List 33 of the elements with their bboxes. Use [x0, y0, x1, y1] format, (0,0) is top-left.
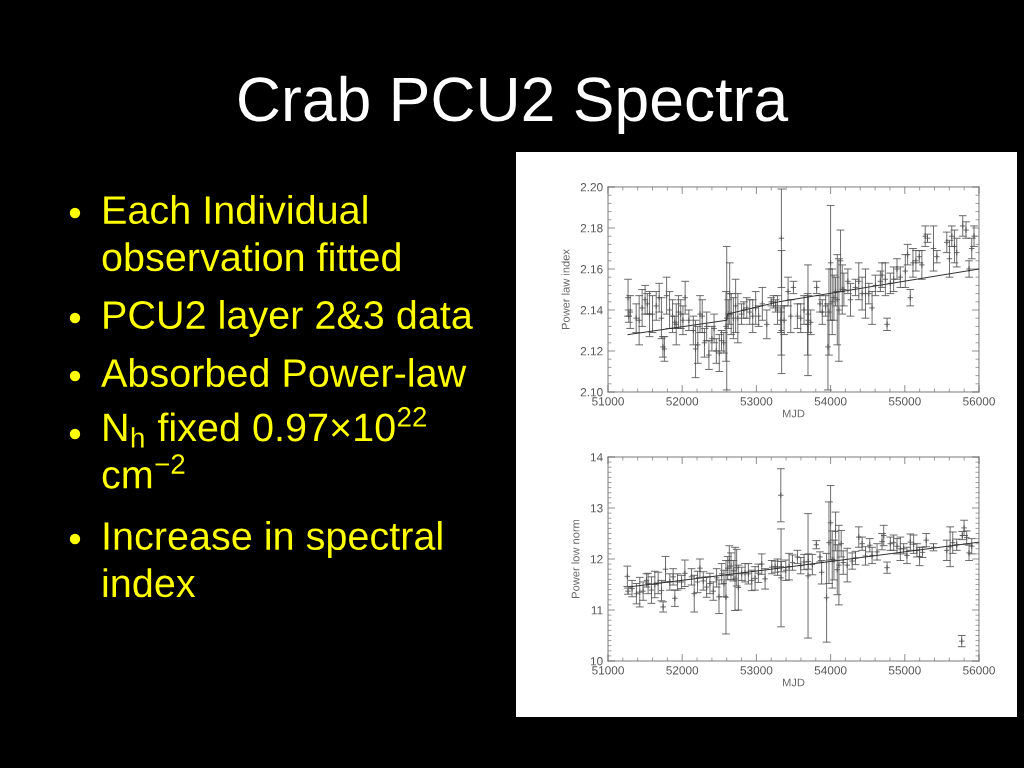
x-tick-label: 54000 — [814, 666, 847, 675]
x-tick-label: 51000 — [592, 666, 624, 675]
text: N$_{h}$ fixed 0.97×10$^{22}$ cm$^{−2}$ — [102, 407, 426, 489]
y-tick-label: 11 — [591, 606, 603, 615]
y-axis-title: Power low norm — [571, 519, 580, 598]
text: Each Individual observation fitted — [102, 195, 400, 272]
x-tick-label: 52000 — [666, 666, 699, 675]
x-tick-label: 56000 — [963, 666, 995, 675]
y-tick-label: 2.20 — [580, 183, 603, 192]
x-axis-title: MJD — [782, 409, 805, 418]
y-axis-title: Power law index — [561, 249, 570, 330]
text: Increase in spectral index — [103, 521, 442, 598]
x-tick-label: 56000 — [963, 397, 995, 406]
y-tick-label: 2.10 — [580, 388, 603, 397]
y-tick-label: 2.12 — [580, 347, 603, 356]
x-tick-label: 55000 — [888, 666, 921, 675]
x-tick-label: 52000 — [666, 397, 699, 406]
y-tick-label: 10 — [590, 657, 603, 666]
text: Crab PCU2 Spectra — [239, 75, 789, 134]
y-tick-label: 2.16 — [580, 265, 603, 274]
y-tick-label: 13 — [590, 504, 603, 513]
x-axis-title: MJD — [782, 678, 805, 687]
x-tick-label: 53000 — [740, 666, 773, 675]
y-tick-label: 12 — [590, 555, 603, 564]
x-tick-label: 55000 — [888, 397, 921, 406]
x-tick-label: 54000 — [814, 397, 847, 406]
y-tick-label: 2.14 — [580, 306, 603, 315]
y-tick-label: 14 — [590, 453, 603, 462]
text: PCU2 layer 2&3 data — [104, 300, 473, 337]
text: Absorbed Power-law — [101, 358, 467, 388]
x-tick-label: 53000 — [740, 397, 773, 406]
y-tick-label: 2.18 — [580, 224, 603, 233]
x-tick-label: 51000 — [592, 397, 624, 406]
